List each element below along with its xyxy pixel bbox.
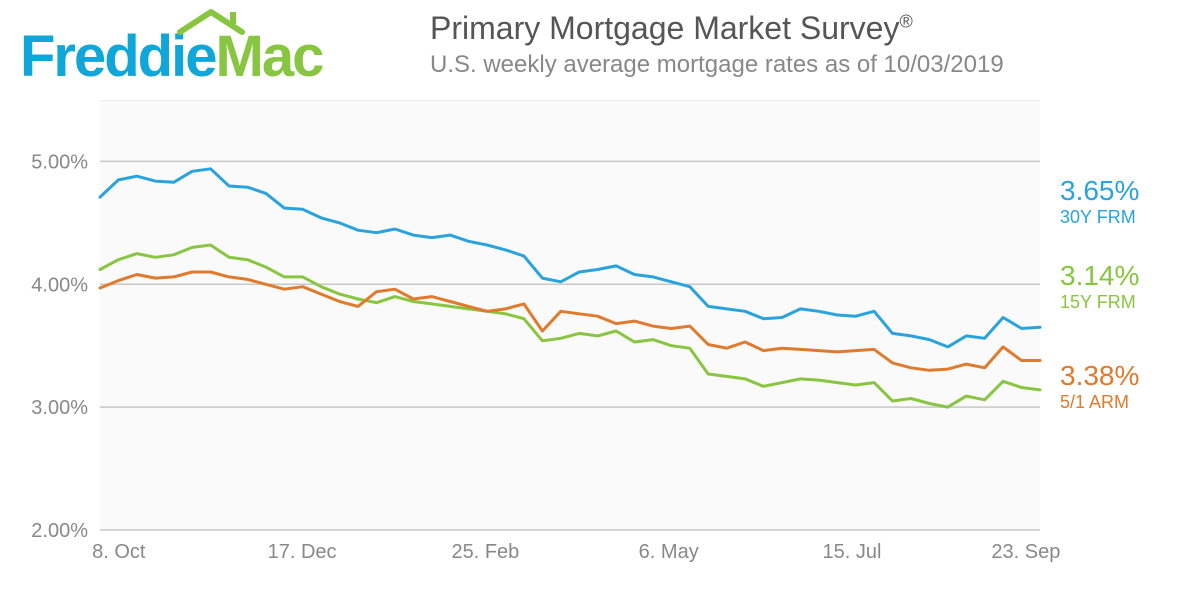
chart-subtitle: U.S. weekly average mortgage rates as of… bbox=[430, 51, 1004, 79]
callout-label: 5/1 ARM bbox=[1060, 392, 1180, 413]
x-axis-label: 6. May bbox=[639, 541, 699, 563]
callout-value: 3.38% bbox=[1060, 360, 1180, 392]
page: FreddieMac Primary Mortgage Market Surve… bbox=[0, 0, 1200, 600]
x-axis-label: 15. Jul bbox=[823, 541, 882, 563]
titles: Primary Mortgage Market Survey® U.S. wee… bbox=[430, 10, 1004, 79]
plot-background bbox=[100, 100, 1040, 530]
x-axis-label: 23. Sep bbox=[991, 541, 1060, 563]
callout-value: 3.65% bbox=[1060, 175, 1180, 207]
chart-svg: 2.00% 3.00% 4.00% 5.00% 8. Oct 17. Dec 25. Feb… bbox=[20, 100, 1180, 580]
y-axis-label: 2.00% bbox=[31, 520, 88, 542]
freddie-mac-logo: FreddieMac bbox=[20, 10, 420, 90]
callout-30y-frm: 3.65%30Y FRM bbox=[1060, 175, 1180, 228]
callout-label: 15Y FRM bbox=[1060, 292, 1180, 313]
header: FreddieMac Primary Mortgage Market Surve… bbox=[20, 10, 1180, 90]
x-axis-label: 17. Dec bbox=[268, 541, 337, 563]
callout-15y-frm: 3.14%15Y FRM bbox=[1060, 260, 1180, 313]
chart-title: Primary Mortgage Market Survey® bbox=[430, 10, 1004, 47]
callout-value: 3.14% bbox=[1060, 260, 1180, 292]
x-axis-label: 8. Oct bbox=[92, 541, 146, 563]
y-axis-label: 5.00% bbox=[31, 151, 88, 173]
y-axis-label: 3.00% bbox=[31, 397, 88, 419]
chart: 2.00% 3.00% 4.00% 5.00% 8. Oct 17. Dec 25. Feb… bbox=[20, 100, 1180, 580]
callout-5-1-arm: 3.38%5/1 ARM bbox=[1060, 360, 1180, 413]
title-sup: ® bbox=[899, 11, 912, 31]
series-callouts: 3.65%30Y FRM 3.14%15Y FRM 3.38%5/1 ARM bbox=[1060, 100, 1180, 580]
y-axis-label: 4.00% bbox=[31, 274, 88, 296]
roof-icon bbox=[176, 8, 246, 36]
callout-label: 30Y FRM bbox=[1060, 207, 1180, 228]
title-text: Primary Mortgage Market Survey bbox=[430, 10, 899, 46]
x-axis-label: 25. Feb bbox=[451, 541, 519, 563]
